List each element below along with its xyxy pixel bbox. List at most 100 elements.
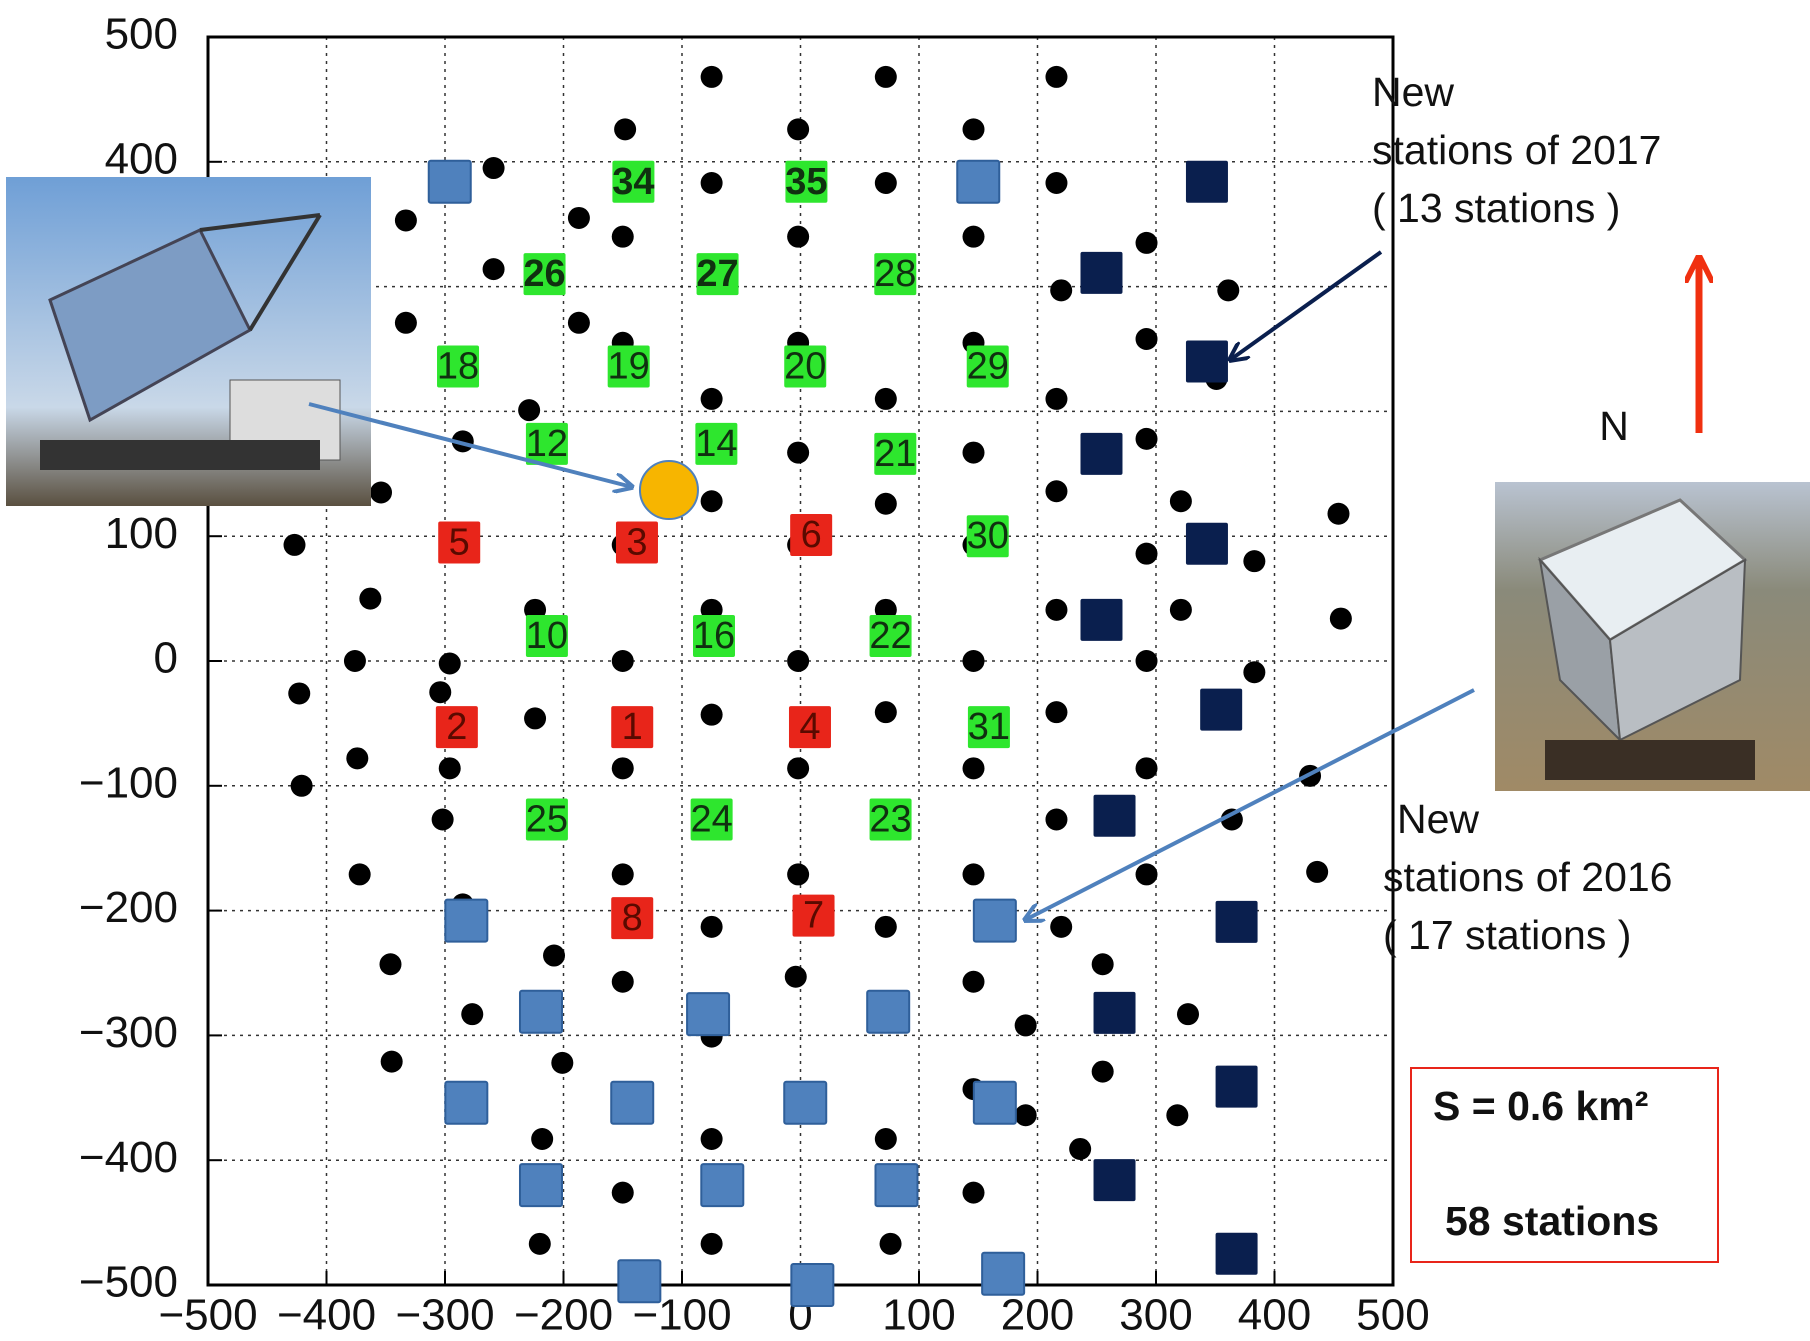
station-dot bbox=[483, 157, 505, 179]
station-dot bbox=[963, 1182, 985, 1204]
x-tick-label: 300 bbox=[1119, 1291, 1192, 1340]
station-label: 26 bbox=[523, 253, 565, 295]
station-dot bbox=[1136, 863, 1158, 885]
station-dot bbox=[701, 172, 723, 194]
annotation: stations of 2017 bbox=[1372, 127, 1661, 173]
station-dot bbox=[1136, 543, 1158, 565]
annotation: New bbox=[1397, 796, 1479, 842]
station-dot bbox=[288, 682, 310, 704]
station-dot bbox=[875, 1128, 897, 1150]
station-dot bbox=[875, 493, 897, 515]
station-label: 16 bbox=[693, 615, 735, 657]
station-dot bbox=[612, 1182, 634, 1204]
chart: −500−400−300−200−1000100200300400500−500… bbox=[0, 0, 1810, 1341]
station-dot bbox=[1243, 661, 1265, 683]
y-tick-label: −300 bbox=[79, 1008, 178, 1057]
station-square bbox=[982, 1253, 1024, 1295]
station-dot bbox=[963, 226, 985, 248]
station-square bbox=[687, 993, 729, 1035]
station-square bbox=[445, 1082, 487, 1124]
station-label: 19 bbox=[608, 346, 650, 388]
station-square bbox=[1200, 689, 1242, 731]
overlay: Newstations of 2017( 13 stations )Newsta… bbox=[6, 69, 1810, 1262]
station-dot bbox=[1170, 599, 1192, 621]
station-dot bbox=[1243, 550, 1265, 572]
station-square bbox=[1186, 161, 1228, 203]
station-dot bbox=[395, 312, 417, 334]
station-dot bbox=[1015, 1104, 1037, 1126]
summary-area: S = 0.6 km² bbox=[1433, 1083, 1648, 1129]
annotation: stations of 2016 bbox=[1383, 854, 1672, 900]
station-dot bbox=[529, 1233, 551, 1255]
x-tick-label: −200 bbox=[514, 1291, 613, 1340]
station-dot bbox=[429, 681, 451, 703]
station-dot bbox=[1330, 608, 1352, 630]
station-dot bbox=[349, 863, 371, 885]
station-dot bbox=[614, 118, 636, 140]
station-dot bbox=[1177, 1003, 1199, 1025]
station-dot bbox=[344, 650, 366, 672]
station-dot bbox=[1045, 172, 1067, 194]
station-label: 25 bbox=[526, 799, 568, 841]
station-label: 29 bbox=[967, 346, 1009, 388]
station-label: 12 bbox=[526, 423, 568, 465]
station-dot bbox=[701, 1233, 723, 1255]
station-dot bbox=[1327, 503, 1349, 525]
station-dot bbox=[1306, 861, 1328, 883]
station-label: 24 bbox=[690, 799, 732, 841]
station-dot bbox=[963, 971, 985, 993]
station-dot bbox=[701, 66, 723, 88]
station-label: 5 bbox=[449, 521, 470, 563]
station-dot bbox=[612, 650, 634, 672]
station-dot bbox=[787, 118, 809, 140]
station-label: 2 bbox=[446, 706, 467, 748]
station-dot bbox=[1217, 279, 1239, 301]
station-dot bbox=[963, 118, 985, 140]
station-label: 22 bbox=[869, 615, 911, 657]
station-dot bbox=[1136, 232, 1158, 254]
station-dot bbox=[963, 863, 985, 885]
station-dot bbox=[359, 588, 381, 610]
station-dot bbox=[568, 207, 590, 229]
station-square bbox=[701, 1164, 743, 1206]
station-dot bbox=[1092, 1061, 1114, 1083]
annotation: ( 17 stations ) bbox=[1383, 912, 1631, 958]
station-square bbox=[1080, 433, 1122, 475]
station-square bbox=[1216, 901, 1258, 943]
station-dot bbox=[875, 172, 897, 194]
station-label: 20 bbox=[784, 346, 826, 388]
station-square bbox=[1216, 1066, 1258, 1108]
station-dot bbox=[1136, 650, 1158, 672]
station-dot bbox=[701, 916, 723, 938]
station-square bbox=[784, 1082, 826, 1124]
station-dot bbox=[1136, 757, 1158, 779]
station-dot bbox=[1045, 701, 1067, 723]
station-dot bbox=[1050, 279, 1072, 301]
station-dot bbox=[370, 482, 392, 504]
station-dot bbox=[875, 701, 897, 723]
station-square bbox=[1080, 599, 1122, 641]
station-dot bbox=[439, 757, 461, 779]
y-tick-label: 400 bbox=[105, 134, 178, 183]
station-dot bbox=[787, 863, 809, 885]
x-tick-label: −300 bbox=[395, 1291, 494, 1340]
y-tick-label: −200 bbox=[79, 883, 178, 932]
y-tick-label: −400 bbox=[79, 1133, 178, 1182]
station-square bbox=[1094, 992, 1136, 1034]
station-dot bbox=[551, 1052, 573, 1074]
station-square bbox=[520, 1164, 562, 1206]
station-dot bbox=[1050, 916, 1072, 938]
station-square bbox=[974, 1082, 1016, 1124]
station-dot bbox=[568, 312, 590, 334]
station-dot bbox=[432, 808, 454, 830]
station-dot bbox=[963, 442, 985, 464]
station-dot bbox=[291, 775, 313, 797]
station-dot bbox=[612, 971, 634, 993]
y-tick-label: −500 bbox=[79, 1258, 178, 1307]
station-dot bbox=[787, 757, 809, 779]
station-dot bbox=[701, 490, 723, 512]
station-dot bbox=[787, 226, 809, 248]
station-label: 31 bbox=[968, 706, 1010, 748]
station-label: 30 bbox=[967, 515, 1009, 557]
annotation: ( 13 stations ) bbox=[1372, 185, 1620, 231]
